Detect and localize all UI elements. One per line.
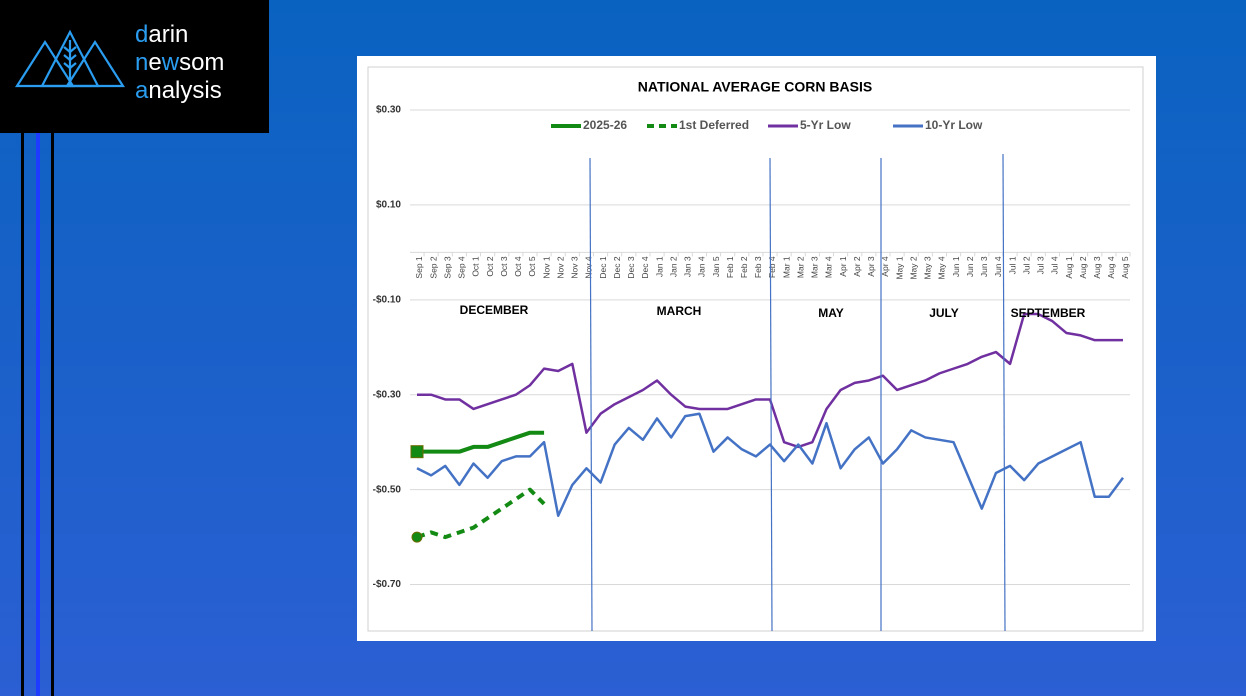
x-tick-label: Jan 5 bbox=[711, 256, 721, 277]
chart-frame bbox=[367, 66, 1144, 632]
x-tick-label: May 1 bbox=[894, 256, 904, 279]
x-tick-label: Nov 1 bbox=[541, 256, 551, 278]
x-tick-label: Jul 3 bbox=[1036, 256, 1046, 274]
logo-letters: d bbox=[135, 21, 148, 48]
x-tick-label: Mar 1 bbox=[781, 256, 791, 278]
y-tick-label: $0.10 bbox=[376, 200, 401, 211]
logo-letters: arin bbox=[148, 21, 188, 48]
x-tick-label: Jun 3 bbox=[979, 256, 989, 277]
y-tick-label: -$0.30 bbox=[373, 389, 402, 400]
x-tick-label: Dec 3 bbox=[626, 256, 636, 278]
x-tick-label: Feb 4 bbox=[767, 256, 777, 278]
side-stripe bbox=[36, 133, 40, 696]
side-stripe bbox=[51, 133, 54, 696]
x-tick-label: Sep 3 bbox=[442, 256, 452, 278]
logo-letters: w bbox=[161, 49, 180, 76]
logo-letters: a bbox=[135, 77, 149, 104]
x-tick-label: Mar 2 bbox=[795, 256, 805, 278]
legend-label: 2025-26 bbox=[583, 118, 627, 132]
logo-line: darin bbox=[135, 21, 188, 48]
x-tick-label: Jul 2 bbox=[1021, 256, 1031, 274]
series-line bbox=[417, 312, 1123, 449]
x-tick-label: Jan 3 bbox=[683, 256, 693, 277]
x-tick-label: Jul 1 bbox=[1007, 256, 1017, 274]
x-tick-label: Oct 3 bbox=[499, 256, 509, 277]
contract-dividers bbox=[589, 153, 1006, 632]
x-tick-label: Feb 1 bbox=[725, 256, 735, 278]
series-marker bbox=[411, 531, 423, 543]
series-line bbox=[417, 430, 545, 454]
x-tick-label: Oct 1 bbox=[471, 256, 481, 277]
y-tick-label: $0.30 bbox=[376, 105, 401, 116]
x-tick-label: Apr 3 bbox=[866, 256, 876, 277]
y-tick-label: -$0.70 bbox=[373, 579, 402, 590]
logo-line: newsom bbox=[135, 49, 224, 76]
contract-label: MARCH bbox=[657, 304, 702, 318]
x-tick-label: Aug 4 bbox=[1106, 256, 1116, 278]
x-tick-label: Sep 1 bbox=[414, 256, 424, 278]
x-tick-label: Apr 4 bbox=[880, 256, 890, 277]
x-tick-label: Mar 3 bbox=[810, 256, 820, 278]
x-tick-label: Jan 2 bbox=[668, 256, 678, 277]
contract-divider bbox=[589, 157, 593, 632]
y-tick-label: -$0.50 bbox=[373, 484, 402, 495]
x-tick-label: Feb 3 bbox=[753, 256, 763, 278]
x-tick-label: Nov 4 bbox=[584, 256, 594, 278]
x-tick-label: Aug 5 bbox=[1120, 256, 1130, 278]
legend-label: 5-Yr Low bbox=[800, 118, 851, 132]
x-tick-label: Oct 4 bbox=[513, 256, 523, 277]
x-tick-label: Apr 1 bbox=[838, 256, 848, 277]
series-line bbox=[416, 412, 1125, 517]
x-tick-label: Mar 4 bbox=[824, 256, 834, 278]
contract-divider bbox=[769, 157, 773, 632]
logo-mark bbox=[14, 29, 126, 88]
x-tick-label: May 3 bbox=[923, 256, 933, 279]
x-tick-label: Jan 4 bbox=[697, 256, 707, 277]
x-tick-label: Aug 2 bbox=[1078, 256, 1088, 278]
x-tick-label: Jun 2 bbox=[965, 256, 975, 277]
series-marker bbox=[410, 445, 424, 459]
legend-label: 10-Yr Low bbox=[925, 118, 983, 132]
x-tick-label: Jun 1 bbox=[951, 256, 961, 277]
x-tick-label: Apr 2 bbox=[852, 256, 862, 277]
x-tick-label: Nov 3 bbox=[570, 256, 580, 278]
x-tick-label: Jul 4 bbox=[1050, 256, 1060, 274]
x-tick-label: Aug 1 bbox=[1064, 256, 1074, 278]
logo-letters: n bbox=[135, 49, 148, 76]
legend-label: 1st Deferred bbox=[679, 118, 749, 132]
x-tick-label: Jan 1 bbox=[654, 256, 664, 277]
x-tick-label: Nov 2 bbox=[555, 256, 565, 278]
contract-label: JULY bbox=[929, 306, 959, 320]
x-tick-label: Dec 4 bbox=[640, 256, 650, 278]
contract-divider bbox=[1002, 153, 1006, 632]
chart-panel bbox=[357, 56, 1156, 641]
chart-title: NATIONAL AVERAGE CORN BASIS bbox=[638, 79, 872, 95]
logo-letters: e bbox=[148, 49, 161, 76]
x-tick-label: Dec 2 bbox=[612, 256, 622, 278]
series-line bbox=[416, 487, 546, 540]
logo-box bbox=[0, 0, 269, 133]
x-tick-label: Oct 5 bbox=[527, 256, 537, 277]
y-tick-label: -$0.10 bbox=[373, 294, 402, 305]
x-tick-label: Aug 3 bbox=[1092, 256, 1102, 278]
contract-label: DECEMBER bbox=[460, 303, 529, 317]
x-tick-label: Sep 2 bbox=[428, 256, 438, 278]
x-tick-label: Feb 2 bbox=[739, 256, 749, 278]
logo-line: analysis bbox=[135, 77, 222, 104]
x-tick-label: Sep 4 bbox=[457, 256, 467, 278]
logo-letters: som bbox=[179, 49, 224, 76]
x-tick-label: Dec 1 bbox=[598, 256, 608, 278]
x-tick-label: May 2 bbox=[908, 256, 918, 279]
logo-letters: nalysis bbox=[148, 77, 221, 104]
x-tick-label: Jun 4 bbox=[993, 256, 1003, 277]
plot: $0.30 $0.10 -$0.10 -$0.30 -$0.50 -$0.70 Sep 1 S… bbox=[373, 105, 1131, 590]
side-stripe bbox=[21, 133, 24, 696]
contract-label: SEPTEMBER bbox=[1011, 306, 1086, 320]
x-tick-label: Oct 2 bbox=[485, 256, 495, 277]
x-tick-label: May 4 bbox=[937, 256, 947, 279]
contract-label: MAY bbox=[818, 306, 844, 320]
